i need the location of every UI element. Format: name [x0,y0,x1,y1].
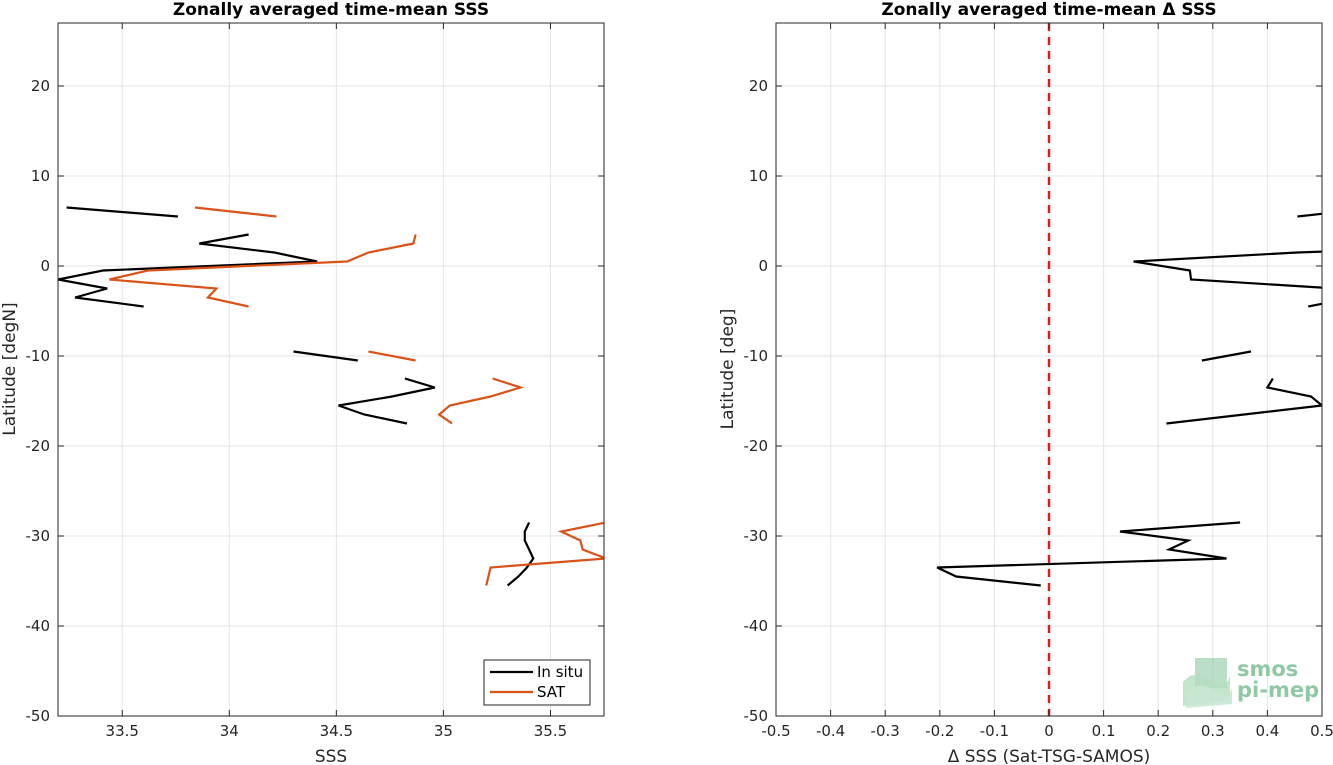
legend-box [483,659,591,706]
y-tick-label: 10 [749,167,768,185]
insitu-series-line [1133,250,1322,289]
tick-labels: -0.5 -0.4 -0.3 -0.2 -0.1 0 0.1 0.2 0.3 0.4 0.5 -50 -… [744,77,1333,740]
y-axis-label: Latitude [deg] [718,309,738,430]
y-tick-label: -50 [744,707,769,725]
sat-series-line [194,206,277,218]
insitu-series-line [1297,212,1322,218]
insitu-series-line [66,206,178,218]
x-tick-label: -0.4 [816,722,845,740]
sat-series-line [485,521,604,586]
y-axis-label: Latitude [degN] [0,302,20,435]
x-axis-label: SSS [315,747,347,765]
delta-sss-panel: -0.5 -0.4 -0.3 -0.2 -0.1 0 0.1 0.2 0.3 0.4 0.5 -50 -… [718,0,1333,765]
axes-box [57,22,605,717]
legend-label-sat: SAT [537,683,566,701]
chart-title: Zonally averaged time-mean SSS [173,0,489,20]
x-tick-label: 0 [1044,722,1054,740]
x-tick-label: -0.3 [871,722,900,740]
y-tick-label: -10 [26,347,51,365]
insitu-series-line [1201,350,1252,362]
y-tick-label: 10 [31,167,50,185]
y-tick-label: 0 [758,257,768,275]
legend-label-insitu: In situ [537,663,583,681]
x-tick-label: 34.5 [320,722,353,740]
y-tick-label: -40 [26,617,51,635]
sss-panel: 33.5 34 34.5 35 35.5 -50 -40 -30 -20 -10 0 10 20 Zon… [0,0,605,765]
y-tick-label: 20 [749,77,768,95]
x-tick-label: -0.2 [925,722,954,740]
x-tick-label: 0.1 [1092,722,1116,740]
sat-series-line [368,350,416,362]
logo-text-pimep: pi-mep [1237,678,1319,702]
tick-marks [58,23,604,717]
x-tick-label: 0.3 [1201,722,1225,740]
data-lines [58,206,604,587]
x-tick-label: -0.5 [761,722,790,740]
insitu-series-line [293,350,358,362]
y-tick-label: -10 [744,347,769,365]
smos-pimep-logo-icon [1183,658,1232,708]
insitu-series-line [338,377,436,425]
x-tick-label: 33.5 [106,722,139,740]
y-tick-label: 20 [31,77,50,95]
insitu-series-line [936,521,1241,587]
insitu-series-line [1308,302,1322,308]
insitu-series-line [506,522,535,587]
x-tick-label: -0.1 [980,722,1009,740]
y-tick-label: -50 [26,707,51,725]
y-tick-label: -30 [26,527,51,545]
x-axis-label: Δ SSS (Sat-TSG-SAMOS) [948,747,1151,765]
x-tick-label: 0.2 [1146,722,1170,740]
x-tick-label: 0.5 [1310,722,1333,740]
tick-marks [775,23,1323,717]
plot-area [58,23,604,716]
insitu-series-line [1166,377,1322,425]
x-tick-label: 34 [220,722,239,740]
smos-pimep-logo: smos pi-mep [1183,657,1319,708]
chart-title: Zonally averaged time-mean Δ SSS [881,0,1216,20]
x-tick-label: 35.5 [534,722,567,740]
y-tick-label: -30 [744,527,769,545]
data-lines [936,23,1322,716]
y-tick-label: -20 [26,437,51,455]
sat-series-line [109,234,417,308]
y-tick-label: 0 [40,257,50,275]
sat-series-line [437,377,525,425]
y-tick-label: -40 [744,617,769,635]
x-tick-label: 0.4 [1255,722,1279,740]
y-tick-label: -20 [744,437,769,455]
legend: In situ SAT [483,659,591,706]
insitu-series-line [58,233,318,308]
tick-labels: 33.5 34 34.5 35 35.5 -50 -40 -30 -20 -10 0 10 20 [26,77,568,740]
x-tick-label: 35 [434,722,453,740]
logo-text-smos: smos [1237,657,1298,681]
